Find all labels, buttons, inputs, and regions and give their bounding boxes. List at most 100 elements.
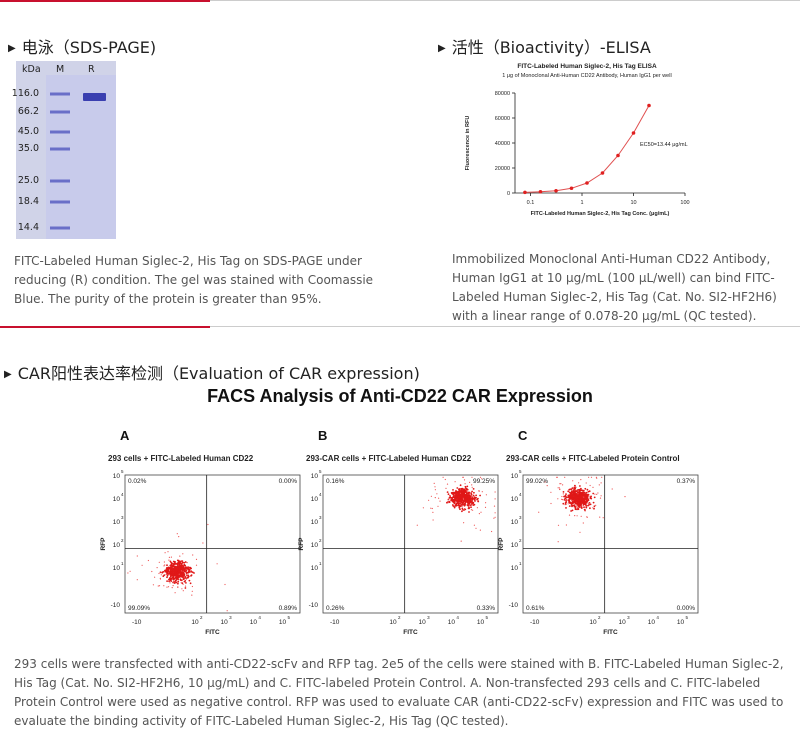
series-line: [524, 105, 650, 193]
event-dot: [181, 588, 183, 590]
gel-lanes: [46, 75, 116, 239]
event-dot: [576, 508, 578, 511]
event-dot: [464, 495, 467, 498]
event-dot: [183, 576, 185, 579]
event-dot: [587, 504, 589, 507]
event-dot: [184, 585, 187, 587]
y-tick-exponent: 3: [519, 515, 522, 520]
event-dot: [163, 561, 165, 563]
event-dot: [449, 495, 451, 497]
ec50-annotation: EC50=13.44 μg/mL: [640, 142, 688, 148]
x-tick-label: 1: [580, 200, 583, 206]
event-dot: [182, 566, 185, 568]
event-dot: [472, 504, 475, 506]
event-dot: [174, 579, 177, 582]
event-dot: [585, 497, 587, 499]
event-dot: [160, 574, 162, 576]
event-dot: [164, 564, 166, 566]
x-tick-label: 10: [477, 619, 485, 626]
y-tick-label: 10: [511, 542, 519, 549]
event-dot: [588, 476, 590, 478]
event-dot: [186, 566, 188, 569]
event-dot: [158, 572, 160, 575]
event-dot: [166, 580, 168, 582]
event-dot: [166, 576, 168, 579]
y-tick-exponent: 5: [319, 469, 322, 474]
event-dot: [455, 489, 457, 492]
event-dot: [467, 496, 469, 498]
event-dot: [480, 511, 482, 513]
event-dot: [169, 574, 172, 576]
event-dot: [579, 493, 582, 495]
event-dot: [451, 491, 454, 494]
event-dot: [456, 502, 459, 505]
panel-title: 293 cells + FITC-Labeled Human CD22: [108, 454, 254, 463]
event-dot: [174, 592, 176, 594]
event-dot: [446, 491, 449, 493]
event-dot: [565, 524, 567, 526]
y-tick-exponent: 1: [319, 561, 322, 566]
event-dot: [557, 541, 559, 543]
event-dot: [436, 493, 438, 495]
event-dot: [567, 503, 569, 505]
x-tick-exponent: 5: [288, 615, 291, 620]
event-dot: [593, 496, 596, 499]
event-dot: [453, 506, 456, 509]
event-dot: [185, 578, 187, 580]
y-tick-exponent: 2: [519, 538, 522, 543]
event-dot: [473, 524, 475, 526]
event-dot: [190, 569, 192, 572]
quadrant-ur-value: 0.37%: [677, 478, 696, 485]
marker-band: [50, 226, 70, 230]
event-dot: [182, 570, 184, 572]
y-tick-label: 60000: [495, 116, 510, 122]
event-dot: [469, 501, 471, 504]
event-dot: [468, 491, 470, 494]
event-dot: [585, 501, 588, 504]
data-point: [647, 103, 651, 108]
event-dot: [141, 564, 143, 566]
event-dot: [172, 585, 174, 587]
data-point: [616, 153, 620, 158]
y-axis-label: RFP: [298, 537, 305, 551]
event-dot: [485, 494, 487, 496]
event-dot: [568, 499, 571, 502]
event-dot: [479, 476, 482, 478]
y-axis-label: RFP: [498, 537, 505, 551]
event-dot: [463, 508, 466, 510]
y-tick-exponent: 3: [121, 515, 124, 520]
event-dot: [493, 505, 496, 507]
event-dot: [562, 484, 564, 486]
event-dot: [479, 494, 481, 497]
event-dot: [461, 510, 463, 513]
event-dot: [564, 497, 567, 500]
event-dot: [574, 515, 576, 517]
event-dot: [457, 490, 460, 493]
event-dot: [580, 489, 583, 492]
elisa-title: FITC-Labeled Human Siglec-2, His Tag ELI…: [517, 63, 657, 70]
event-dot: [590, 476, 593, 478]
event-dot: [494, 491, 496, 493]
event-dot: [596, 493, 598, 495]
event-dot: [168, 578, 170, 581]
event-dot: [162, 575, 165, 578]
event-dot: [592, 486, 594, 488]
y-tick-label: 10: [511, 473, 519, 480]
event-dot: [462, 498, 465, 501]
event-dot: [587, 493, 590, 496]
x-tick-label: 10: [589, 619, 597, 626]
event-dot: [484, 506, 487, 508]
event-dot: [446, 483, 449, 485]
gel-header-m: M: [56, 64, 65, 75]
event-dot: [177, 582, 179, 585]
event-dot: [179, 579, 182, 581]
event-dot: [459, 502, 461, 504]
event-dot: [582, 522, 584, 524]
event-dot: [453, 499, 456, 501]
x-tick-label: -10: [330, 619, 340, 626]
event-dot: [166, 570, 169, 573]
y-tick-label: 10: [311, 473, 319, 480]
event-dot: [479, 529, 481, 531]
event-dot: [592, 501, 595, 504]
event-dot: [601, 476, 603, 478]
